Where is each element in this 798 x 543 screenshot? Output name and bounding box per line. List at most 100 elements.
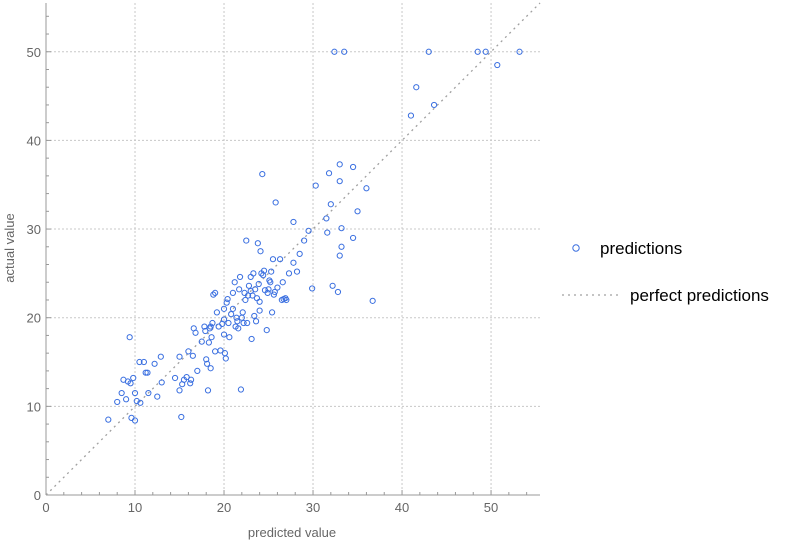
prediction-point — [212, 289, 219, 296]
x-tick-label-20: 20 — [217, 500, 231, 515]
prediction-point — [324, 229, 331, 236]
legend-marker-predictions — [572, 244, 580, 252]
prediction-point — [474, 48, 481, 55]
prediction-point — [323, 215, 330, 222]
prediction-point — [257, 248, 264, 255]
y-tick-label-0: 0 — [34, 488, 41, 503]
y-tick-label-40: 40 — [27, 133, 41, 148]
prediction-point — [305, 227, 312, 234]
prediction-point — [312, 182, 319, 189]
y-tick-label-10: 10 — [27, 399, 41, 414]
prediction-point — [260, 272, 267, 279]
prediction-point — [252, 318, 260, 325]
prediction-point — [363, 185, 370, 192]
prediction-point — [235, 325, 242, 332]
prediction-point — [203, 356, 210, 363]
prediction-point — [369, 297, 376, 304]
prediction-point — [244, 319, 251, 327]
y-tick-label-50: 50 — [27, 45, 41, 60]
prediction-point — [290, 218, 297, 226]
legend-label-predictions: predictions — [600, 239, 682, 258]
prediction-point — [255, 280, 262, 288]
prediction-point — [254, 240, 261, 247]
prediction-point — [187, 376, 195, 383]
prediction-point — [244, 292, 252, 299]
prediction-point — [237, 386, 245, 393]
prediction-point — [256, 307, 263, 314]
prediction-point — [285, 270, 293, 277]
x-tick-label-30: 30 — [306, 500, 320, 515]
prediction-point — [224, 295, 231, 303]
prediction-point — [338, 243, 345, 250]
prediction-point — [171, 374, 179, 382]
x-tick-label-40: 40 — [395, 500, 409, 515]
x-tick-label-0: 0 — [42, 500, 49, 515]
prediction-point — [228, 311, 235, 318]
prediction-point — [225, 319, 232, 327]
x-tick-label-50: 50 — [484, 500, 498, 515]
prediction-point — [265, 286, 272, 293]
prediction-point — [145, 389, 152, 397]
prediction-point — [131, 417, 139, 424]
prediction-point — [222, 355, 229, 362]
prediction-point — [133, 397, 140, 405]
prediction-point — [126, 334, 133, 341]
prediction-point — [137, 399, 144, 406]
prediction-point — [226, 334, 233, 341]
prediction-point — [189, 352, 196, 359]
prediction-point — [274, 284, 281, 291]
prediction-point — [136, 358, 143, 366]
perfect-predictions-line — [45, 2, 541, 496]
prediction-point — [293, 268, 301, 275]
prediction-point — [336, 161, 343, 168]
prediction-point — [240, 319, 247, 327]
prediction-point — [251, 312, 258, 320]
prediction-point — [131, 389, 139, 397]
legend: predictions perfect predictions — [562, 239, 769, 305]
prediction-point — [407, 112, 415, 119]
prediction-point — [430, 101, 438, 109]
prediction-point — [185, 348, 192, 355]
prediction-point — [213, 309, 220, 316]
x-tick-label-10: 10 — [128, 500, 142, 515]
prediction-point — [334, 288, 342, 296]
prediction-point — [229, 289, 237, 296]
prediction-point — [349, 234, 357, 242]
prediction-point — [220, 305, 228, 312]
prediction-point — [309, 285, 316, 292]
prediction-point — [210, 291, 217, 298]
prediction-point — [413, 84, 420, 91]
prediction-point — [217, 347, 224, 354]
prediction-point — [336, 252, 343, 259]
prediction-point — [205, 339, 212, 346]
prediction-point — [336, 178, 343, 185]
prediction-point — [204, 360, 211, 367]
prediction-point — [231, 279, 238, 286]
prediction-point — [250, 270, 257, 277]
prediction-point — [151, 360, 158, 367]
prediction-point — [198, 338, 205, 345]
prediction-point — [176, 387, 183, 394]
x-axis-title: predicted value — [248, 525, 336, 540]
y-tick-label-30: 30 — [27, 222, 41, 237]
prediction-point — [247, 273, 254, 281]
prediction-point — [192, 329, 199, 336]
prediction-point — [105, 416, 112, 423]
prediction-point — [236, 273, 244, 281]
prediction-point — [494, 61, 501, 69]
prediction-point — [338, 225, 345, 232]
prediction-point — [331, 48, 338, 55]
prediction-point — [264, 289, 271, 296]
axes — [45, 3, 540, 496]
prediction-point — [279, 279, 286, 286]
prediction-point — [327, 201, 334, 208]
y-axis-title: actual value — [2, 213, 17, 282]
prediction-point — [215, 323, 222, 330]
prediction-point — [263, 327, 270, 334]
prediction-point — [229, 305, 237, 312]
prediction-point — [154, 393, 161, 400]
prediction-point — [354, 208, 361, 215]
prediction-point — [245, 282, 253, 289]
prediction-point — [239, 309, 246, 316]
